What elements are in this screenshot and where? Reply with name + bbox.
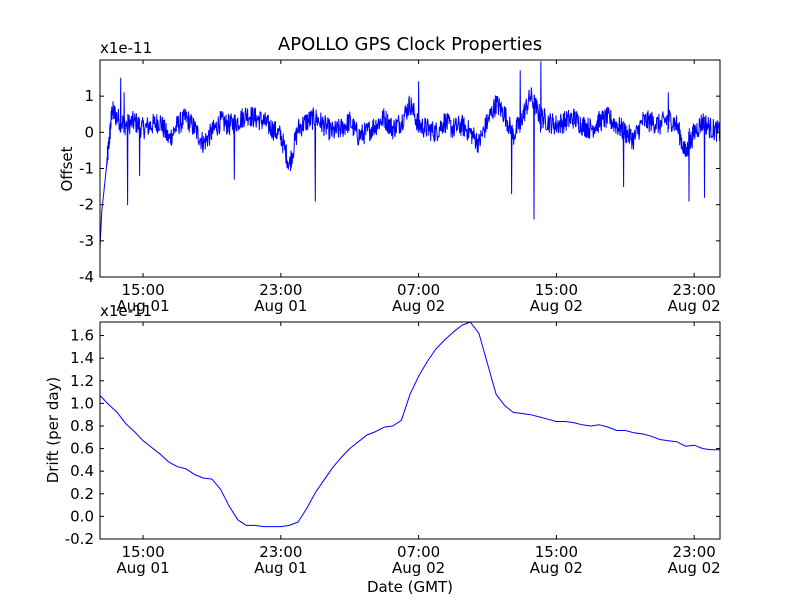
offset-y-tick-label: 0 [84, 123, 94, 141]
drift-series-line [99, 321, 720, 528]
drift-y-tick-label: 1.0 [70, 394, 94, 412]
drift-y-tick-label: 0.6 [70, 440, 94, 458]
drift-x-tick-date-label: Aug 01 [116, 559, 169, 577]
offset-x-tick-time-label: 23:00 [673, 281, 716, 299]
drift-x-tick-date-label: Aug 01 [254, 559, 307, 577]
offset-x-tick-date-label: Aug 02 [530, 297, 583, 315]
offset-x-tick-time-label: 15:00 [535, 281, 578, 299]
drift-x-tick-time-label: 23:00 [673, 543, 716, 561]
offset-y-tick-label: -3 [79, 232, 94, 250]
drift-x-tick-time-label: 07:00 [397, 543, 440, 561]
figure-title: APOLLO GPS Clock Properties [278, 34, 542, 55]
drift-x-tick-time-label: 15:00 [535, 543, 578, 561]
drift-x-tick-time-label: 23:00 [259, 543, 302, 561]
offset-x-tick-time-label: 15:00 [121, 281, 164, 299]
drift-y-tick-label: 0.4 [70, 462, 94, 480]
offset-series-line [99, 61, 721, 249]
offset-x-tick-date-label: Aug 02 [668, 297, 721, 315]
offset-y-tick-label: 1 [84, 87, 94, 105]
drift-y-tick-label: 1.2 [70, 372, 94, 390]
offset-x-tick-date-label: Aug 02 [392, 297, 445, 315]
drift-y-tick-label: 1.4 [70, 349, 94, 367]
drift-y-tick-label: 0.0 [70, 507, 94, 525]
drift-x-tick-time-label: 15:00 [121, 543, 164, 561]
offset-x-tick-date-label: Aug 01 [254, 297, 307, 315]
offset-y-tick-label: -1 [79, 160, 94, 178]
drift-x-tick-date-label: Aug 02 [392, 559, 445, 577]
drift-y-tick-label: -0.2 [65, 530, 94, 548]
offset-multiplier-label: x1e-11 [100, 39, 152, 57]
offset-x-tick-date-label: Aug 01 [116, 297, 169, 315]
drift-y-axis-title: Drift (per day) [44, 377, 62, 484]
offset-y-tick-label: -2 [79, 196, 94, 214]
drift-x-tick-date-label: Aug 02 [668, 559, 721, 577]
offset-x-tick-time-label: 07:00 [397, 281, 440, 299]
drift-plot-frame [99, 321, 721, 540]
drift-y-tick-label: 0.8 [70, 417, 94, 435]
offset-x-tick-time-label: 23:00 [259, 281, 302, 299]
drift-x-tick-date-label: Aug 02 [530, 559, 583, 577]
drift-y-tick-label: 0.2 [70, 485, 94, 503]
drift-y-tick-label: 1.6 [70, 327, 94, 345]
drift-panel: x1e-11 Drift (per day) Date (GMT) -0.2 0.… [44, 302, 721, 596]
offset-y-tick-label: -4 [79, 268, 94, 286]
offset-y-axis-title: Offset [58, 146, 76, 191]
drift-x-axis-title: Date (GMT) [367, 578, 453, 596]
drift-multiplier-label: x1e-11 [100, 302, 152, 320]
